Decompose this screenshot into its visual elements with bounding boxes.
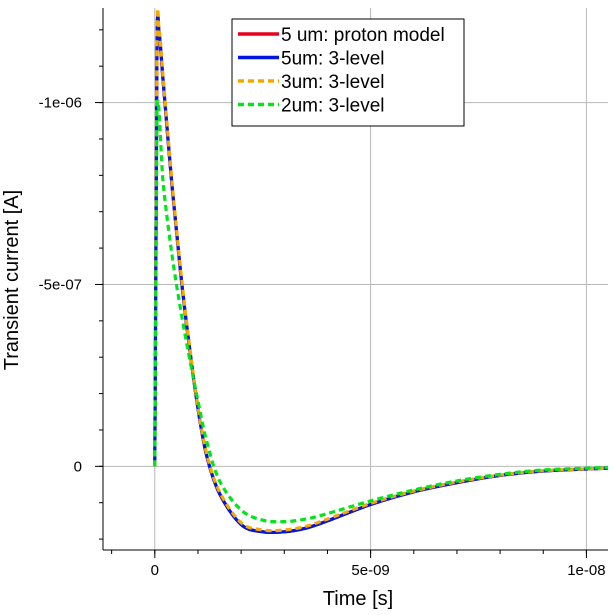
legend-label-2: 3um: 3-level	[281, 72, 385, 93]
legend-label-3: 2um: 3-level	[281, 96, 385, 117]
series-line-3	[153, 99, 609, 524]
x-tick-label-2: 1e-08	[567, 562, 605, 579]
plot-area	[153, 6, 609, 535]
y-tick-label-0: -1e-06	[39, 95, 82, 112]
legend-label-0: 5 um: proton model	[281, 25, 445, 46]
x-axis-label: Time [s]	[323, 588, 393, 610]
tick-labels: 0 5e-09 1e-08 -1e-06 -5e-07 0	[39, 95, 606, 579]
y-tick-label-1: -5e-07	[39, 276, 82, 293]
series-line-2	[153, 6, 609, 533]
x-tick-label-0: 0	[151, 562, 159, 579]
legend-box	[231, 18, 465, 127]
axes	[95, 8, 608, 558]
y-tick-label-2: 0	[74, 458, 82, 475]
x-tick-label-1: 5e-09	[351, 562, 389, 579]
y-axis-label: Transient current [A]	[1, 190, 23, 370]
legend-label-1: 5um: 3-level	[281, 49, 385, 70]
